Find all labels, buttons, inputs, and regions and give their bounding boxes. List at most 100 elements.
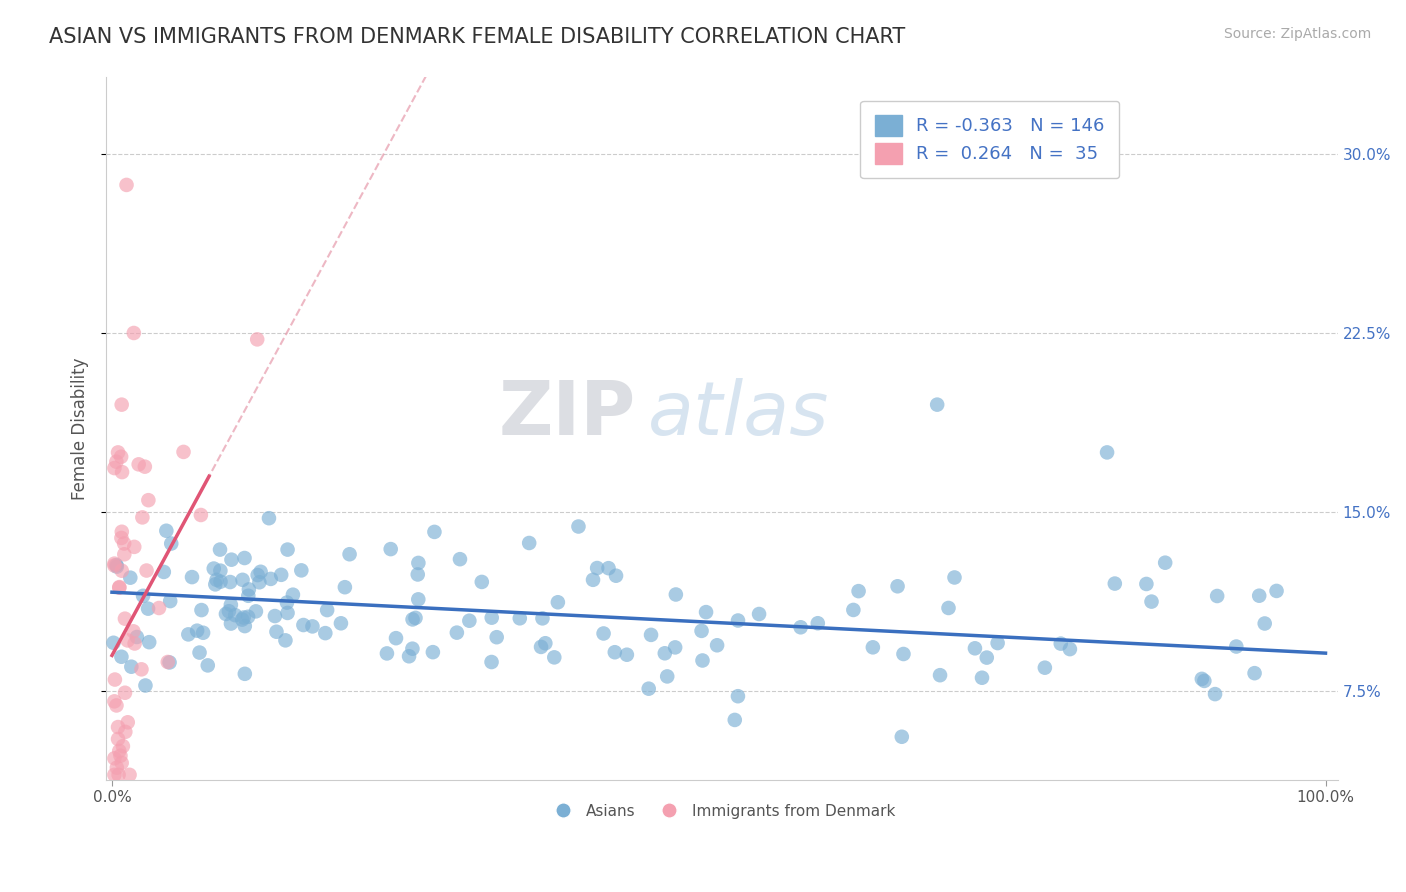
Point — [114, 686, 136, 700]
Point — [1204, 687, 1226, 701]
Point — [1049, 637, 1071, 651]
Text: Source: ZipAtlas.com: Source: ZipAtlas.com — [1223, 27, 1371, 41]
Point — [277, 606, 299, 620]
Point — [640, 628, 662, 642]
Point — [103, 694, 125, 708]
Point — [1243, 666, 1265, 681]
Point — [138, 635, 160, 649]
Point — [218, 604, 240, 618]
Point — [219, 616, 242, 631]
Point — [138, 493, 160, 508]
Point — [156, 655, 179, 669]
Point — [105, 559, 128, 574]
Point — [695, 605, 717, 619]
Point — [605, 568, 627, 582]
Point — [886, 579, 908, 593]
Point — [231, 613, 253, 627]
Point — [927, 398, 949, 412]
Point — [848, 584, 870, 599]
Point — [616, 648, 638, 662]
Point — [547, 595, 569, 609]
Point — [260, 572, 283, 586]
Point — [134, 678, 156, 692]
Point — [233, 666, 256, 681]
Point — [530, 640, 553, 654]
Point — [375, 647, 398, 661]
Point — [209, 574, 232, 589]
Point — [148, 601, 170, 615]
Point — [159, 656, 181, 670]
Point — [329, 616, 352, 631]
Point — [531, 611, 554, 625]
Point — [107, 731, 129, 746]
Point — [103, 768, 125, 782]
Point — [104, 673, 127, 687]
Point — [114, 724, 136, 739]
Point — [637, 681, 659, 696]
Point — [748, 607, 770, 621]
Point — [177, 627, 200, 641]
Point — [316, 603, 339, 617]
Point — [110, 531, 132, 545]
Point — [219, 598, 242, 612]
Point — [190, 508, 212, 522]
Point — [1095, 445, 1118, 459]
Point — [654, 646, 676, 660]
Point — [205, 573, 228, 587]
Point — [789, 620, 811, 634]
Point — [292, 618, 315, 632]
Point — [110, 649, 132, 664]
Point — [1254, 616, 1277, 631]
Point — [197, 658, 219, 673]
Point — [103, 558, 125, 573]
Point — [1059, 642, 1081, 657]
Point — [1104, 576, 1126, 591]
Point — [727, 690, 749, 704]
Point — [724, 713, 747, 727]
Point — [398, 649, 420, 664]
Point — [408, 592, 430, 607]
Point — [215, 607, 238, 621]
Point — [385, 631, 408, 645]
Point — [107, 768, 129, 782]
Point — [401, 612, 423, 626]
Point — [1225, 640, 1247, 654]
Point — [290, 563, 312, 577]
Point — [160, 536, 183, 550]
Point — [122, 326, 145, 340]
Point — [422, 645, 444, 659]
Point — [1140, 594, 1163, 608]
Point — [277, 542, 299, 557]
Point — [1194, 673, 1216, 688]
Point — [592, 626, 614, 640]
Point — [107, 720, 129, 734]
Point — [690, 624, 713, 638]
Point — [314, 626, 336, 640]
Point — [485, 630, 508, 644]
Point — [186, 624, 208, 638]
Point — [1249, 589, 1271, 603]
Point — [103, 636, 125, 650]
Point — [221, 552, 243, 566]
Point — [105, 761, 128, 775]
Point — [281, 588, 304, 602]
Point — [807, 616, 830, 631]
Point — [274, 633, 297, 648]
Point — [1265, 583, 1288, 598]
Point — [188, 646, 211, 660]
Point — [270, 567, 292, 582]
Point — [247, 575, 270, 590]
Point — [266, 624, 288, 639]
Point — [236, 609, 259, 624]
Point — [103, 461, 125, 475]
Point — [692, 653, 714, 667]
Point — [103, 751, 125, 765]
Point — [238, 582, 260, 597]
Point — [1191, 672, 1213, 686]
Point — [582, 573, 605, 587]
Point — [509, 611, 531, 625]
Point — [963, 641, 986, 656]
Point — [567, 519, 589, 533]
Point — [103, 557, 125, 571]
Point — [970, 671, 993, 685]
